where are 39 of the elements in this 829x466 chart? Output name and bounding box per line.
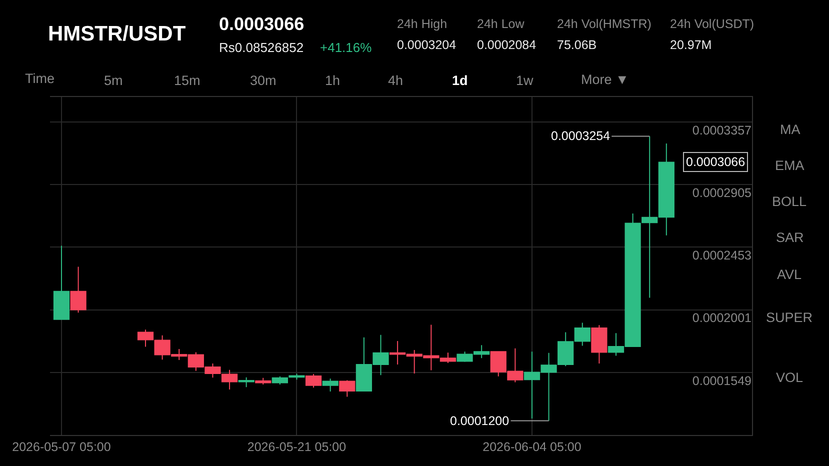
text: SUPER [766, 310, 813, 325]
text: 1w [516, 73, 534, 88]
text: 24h High [397, 17, 448, 31]
text: 24h Vol(HMSTR) [557, 17, 652, 31]
text: AVL [777, 267, 802, 282]
y-tick-label: 0.0003357 [692, 123, 752, 138]
y-tick-label: 0.0001549 [692, 374, 752, 388]
text: 0.0003066 [219, 14, 304, 34]
text: 75.06B [557, 38, 597, 52]
x-tick-label: 2026-06-04 05:00 [482, 440, 582, 454]
y-tick-label: 0.0002001 [692, 311, 752, 326]
text: Rs0.08526852 [219, 40, 304, 55]
annotation: 0.0003254 [551, 129, 610, 143]
text: 1h [325, 73, 340, 88]
annotation: 0.0003066 [686, 155, 746, 169]
annotation: 0.0001200 [450, 414, 510, 428]
text: VOL [776, 370, 804, 385]
x-tick-label: 2026-05-21 05:00 [247, 440, 346, 454]
y-tick-label: 0.0002453 [692, 248, 752, 263]
x-tick-label: 2026-05-07 05:00 [12, 440, 111, 454]
text: 24h Low [477, 17, 526, 31]
text: 0.0002084 [477, 38, 536, 52]
text: 30m [250, 73, 276, 88]
text: SAR [776, 230, 804, 245]
text: 24h Vol(USDT) [670, 17, 754, 31]
text: MA [780, 122, 800, 137]
text: 0.0003204 [397, 38, 456, 52]
text: +41.16% [320, 40, 372, 55]
text: EMA [775, 158, 804, 173]
text: 1d [452, 73, 468, 88]
chart-title: HMSTR/USDT [48, 22, 186, 46]
text: 15m [174, 73, 200, 88]
text: More ▼ [581, 72, 629, 87]
y-tick-label: 0.0002905 [692, 186, 752, 200]
text: BOLL [772, 194, 808, 209]
text: 4h [388, 73, 404, 88]
text: 5m [104, 73, 123, 88]
text: Time [25, 71, 54, 86]
text: 20.97M [670, 38, 712, 52]
